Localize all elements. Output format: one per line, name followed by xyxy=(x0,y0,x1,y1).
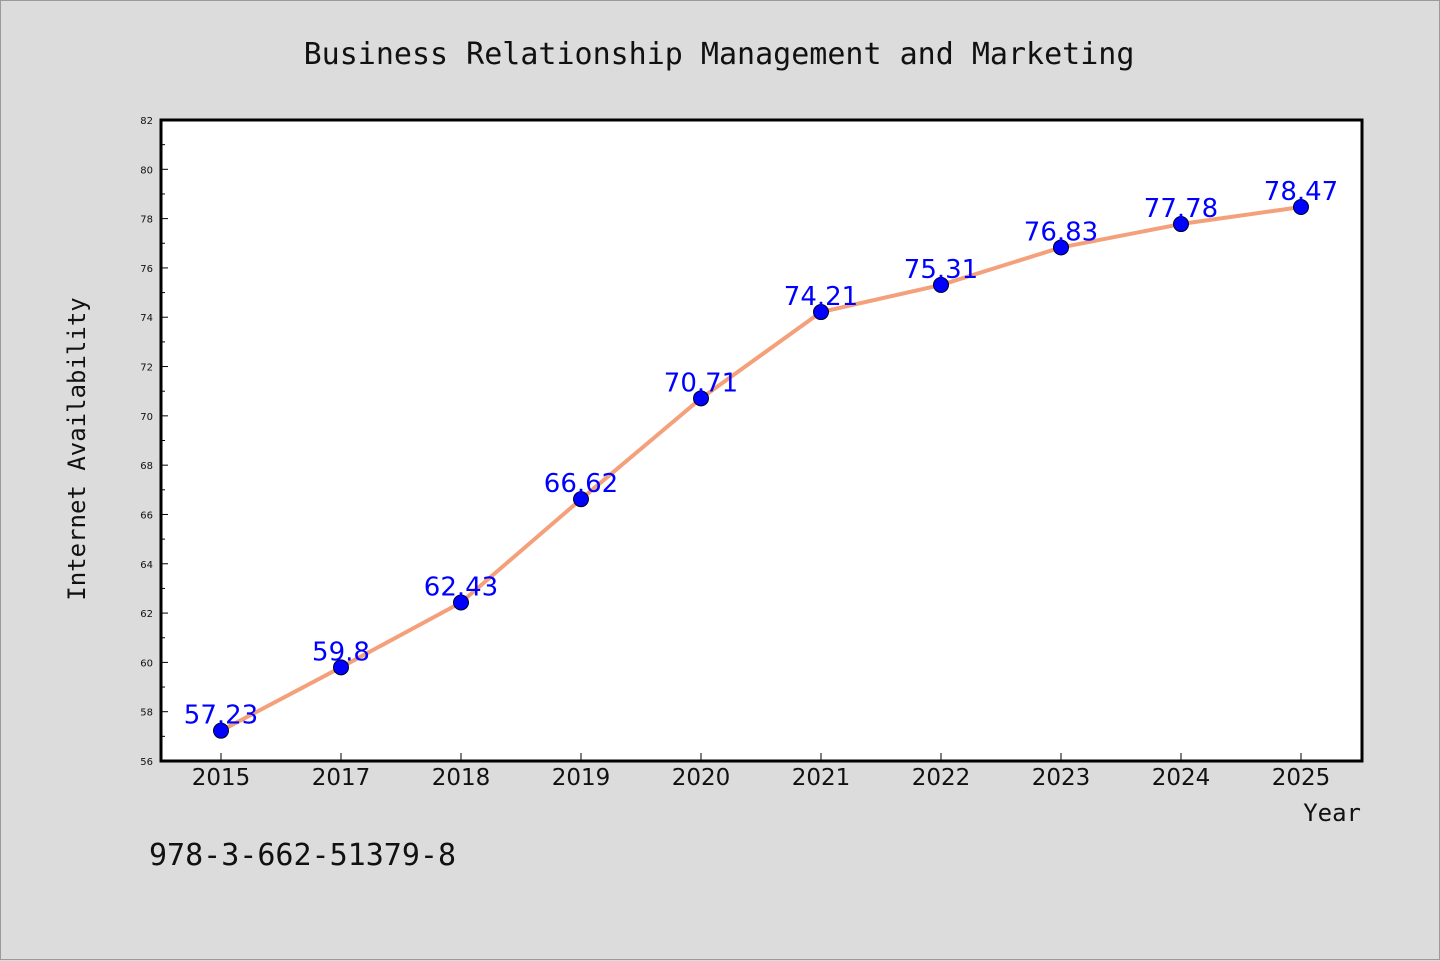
y-axis: 56 58 60 62 64 66 68 70 72 74 76 78 80 82 xyxy=(140,116,168,768)
data-point xyxy=(693,390,709,407)
data-label: 62.43 xyxy=(424,572,498,602)
y-tick-label: 68 xyxy=(140,461,153,472)
data-label: 74.21 xyxy=(784,282,858,312)
x-tick-label: 2017 xyxy=(312,765,371,791)
x-tick-label: 2024 xyxy=(1152,765,1211,791)
y-tick-label: 78 xyxy=(140,215,153,226)
data-point xyxy=(813,304,829,321)
y-tick-label: 60 xyxy=(140,658,153,669)
chart-title: Business Relationship Management and Mar… xyxy=(304,37,1135,72)
x-tick-label: 2021 xyxy=(792,765,851,791)
data-label: 77.78 xyxy=(1144,194,1218,224)
x-tick-label: 2015 xyxy=(192,765,251,791)
data-point xyxy=(1293,199,1309,216)
x-tick-label: 2019 xyxy=(552,765,611,791)
y-tick-label: 82 xyxy=(140,116,153,127)
data-point xyxy=(213,722,229,739)
data-point xyxy=(573,491,589,508)
data-point xyxy=(1053,239,1069,256)
y-tick-label: 80 xyxy=(140,165,153,176)
data-series: 57.23 59.8 62.43 66.62 70.71 74.21 75.31 76.83 7… xyxy=(184,177,1338,739)
x-tick-label: 2022 xyxy=(912,765,971,791)
x-tick-label: 2020 xyxy=(672,765,731,791)
x-tick-label: 2023 xyxy=(1032,765,1091,791)
x-axis: 2015 2017 2018 2019 2020 2021 2022 2023 2024 2025 xyxy=(192,753,1331,791)
y-tick-label: 64 xyxy=(140,560,153,571)
data-point xyxy=(933,276,949,293)
y-tick-label: 72 xyxy=(140,363,153,374)
data-label: 70.71 xyxy=(664,368,738,398)
y-tick-label: 76 xyxy=(140,264,153,275)
data-point xyxy=(453,594,469,611)
data-label: 57.23 xyxy=(184,701,258,731)
y-tick-label: 66 xyxy=(140,510,153,521)
x-tick-label: 2025 xyxy=(1272,765,1331,791)
y-tick-label: 70 xyxy=(140,412,153,423)
y-axis-label: Internet Availability xyxy=(63,297,91,600)
y-tick-label: 58 xyxy=(140,708,153,719)
footer-isbn: 978-3-662-51379-8 xyxy=(149,838,456,873)
data-label: 66.62 xyxy=(544,469,618,499)
data-label: 78.47 xyxy=(1264,177,1338,207)
x-axis-label: Year xyxy=(1303,799,1361,827)
x-tick-label: 2018 xyxy=(432,765,491,791)
series-line xyxy=(219,205,1303,733)
data-label: 75.31 xyxy=(904,255,978,285)
data-label: 76.83 xyxy=(1024,217,1098,247)
y-tick-label: 56 xyxy=(140,757,153,768)
data-point xyxy=(333,659,349,676)
y-tick-label: 74 xyxy=(140,313,153,324)
data-point xyxy=(1173,216,1189,233)
data-label: 59.8 xyxy=(312,637,370,667)
y-tick-label: 62 xyxy=(140,609,153,620)
